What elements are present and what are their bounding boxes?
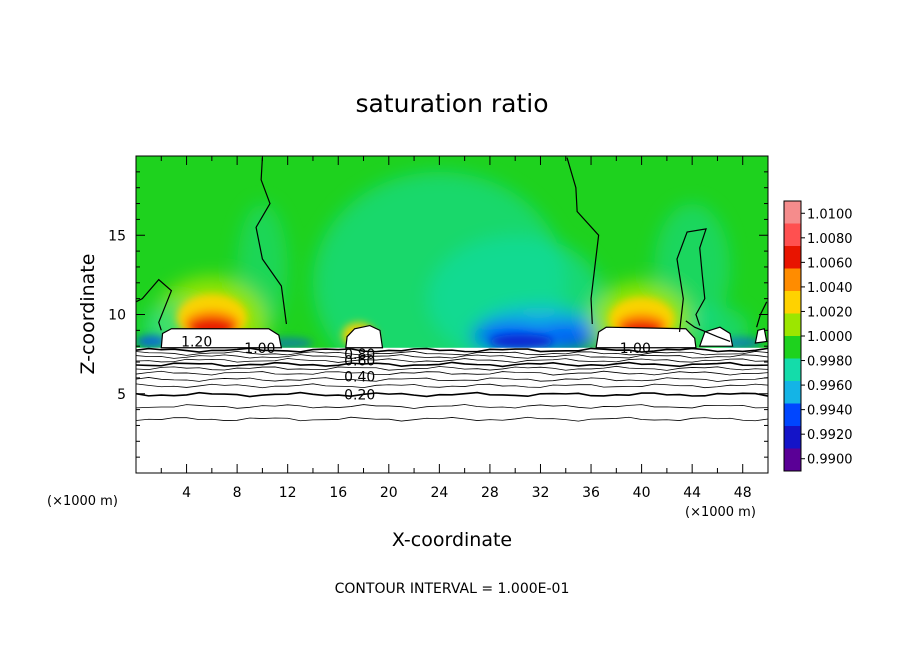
colorbar-label: 0.9960 xyxy=(807,379,853,394)
contour-interval-note: CONTOUR INTERVAL = 1.000E-01 xyxy=(335,581,570,597)
colorbar-swatch xyxy=(784,313,801,337)
contour-label: 0.80 xyxy=(344,347,375,363)
colorbar-label: 0.9920 xyxy=(807,428,853,443)
x-tick-label: 24 xyxy=(430,485,448,501)
contour-label: 1.00 xyxy=(620,341,651,357)
contour-line xyxy=(676,228,707,333)
cloud-regions xyxy=(136,324,768,473)
field-blob xyxy=(489,334,554,349)
x-tick-label: 12 xyxy=(279,485,297,501)
field-blob xyxy=(723,336,762,350)
colorbar-swatch xyxy=(784,381,801,404)
y-tick-label: 15 xyxy=(108,228,126,244)
y-axis-ticks: 5 10 15 xyxy=(108,171,768,458)
x-tick-label: 32 xyxy=(532,485,550,501)
colorbar-label: 1.0100 xyxy=(807,207,853,222)
colorbar-swatch xyxy=(784,201,801,224)
colorbar-label: 1.0080 xyxy=(807,232,853,247)
contour-line xyxy=(136,377,768,382)
y-tick-label: 10 xyxy=(108,308,126,324)
x-tick-label: 8 xyxy=(233,485,242,501)
x-tick-label: 36 xyxy=(582,485,600,501)
plot-area: 1.20 1.00 0.800.600.40 0.20 1.00 xyxy=(136,156,768,473)
contour-line xyxy=(136,383,768,389)
cloud-region xyxy=(754,328,768,344)
x-tick-label: 28 xyxy=(481,485,499,501)
contour-line xyxy=(255,157,288,325)
colorbar-swatch xyxy=(784,403,801,427)
x-tick-label: 16 xyxy=(329,485,347,501)
contour-line xyxy=(136,347,768,353)
colorbar-swatch xyxy=(784,268,801,292)
x-unit-right: (×1000 m) xyxy=(685,505,756,520)
x-axis-ticks: 4 8 12 16 20 24 28 32 36 40 44 48 xyxy=(160,156,752,501)
contour-label: 0.20 xyxy=(344,388,375,404)
x-tick-label: 4 xyxy=(182,485,191,501)
colorbar-label: 0.9900 xyxy=(807,453,853,468)
contour-line xyxy=(685,320,731,343)
colorbar-swatch xyxy=(784,426,801,449)
x-tick-label: 44 xyxy=(683,485,701,501)
colorbar-swatch xyxy=(784,358,801,382)
contour-line xyxy=(566,157,600,325)
contour-line xyxy=(136,361,768,368)
field-blob xyxy=(136,335,167,348)
colorbar-label: 1.0040 xyxy=(807,281,853,296)
cloud-region xyxy=(595,326,697,349)
colorbar-label: 0.9980 xyxy=(807,355,853,370)
colorbar-swatch xyxy=(784,448,801,472)
below-cloud-layer xyxy=(136,347,768,473)
contour-line xyxy=(136,278,173,331)
colorbar-swatch xyxy=(784,246,801,269)
contour-label: 1.00 xyxy=(244,341,275,357)
x-tick-label: 20 xyxy=(380,485,398,501)
contour-line xyxy=(136,391,768,398)
colorbar-label: 0.9940 xyxy=(807,404,853,419)
colorbar-label: 1.0060 xyxy=(807,256,853,271)
cloud-region xyxy=(345,324,384,349)
contour-label: 1.20 xyxy=(181,334,212,350)
cloud-region xyxy=(160,328,283,349)
y-axis-label: Z-coordinate xyxy=(77,254,99,375)
contour-line xyxy=(136,358,768,363)
contour-line xyxy=(136,354,768,359)
colorbar-swatch xyxy=(784,336,801,359)
colorbar-label: 1.0020 xyxy=(807,305,853,320)
x-axis-label: X-coordinate xyxy=(392,529,512,551)
contour-line xyxy=(136,370,768,376)
x-tick-label: 48 xyxy=(734,485,752,501)
contour-lines: 1.20 1.00 0.800.600.40 0.20 1.00 xyxy=(136,157,768,422)
colorbar: 1.0100 1.0080 1.0060 1.0040 1.0020 1.0000 0.99… xyxy=(783,200,853,472)
contour-label: 0.60 xyxy=(344,353,375,369)
x-unit-left: (×1000 m) xyxy=(47,494,118,509)
contour-line xyxy=(136,404,768,409)
contour-line xyxy=(136,416,768,422)
colorbar-label: 1.0000 xyxy=(807,330,853,345)
contour-line xyxy=(136,350,768,356)
chart-title: saturation ratio xyxy=(355,89,548,118)
colorbar-swatch xyxy=(784,291,801,314)
x-tick-label: 40 xyxy=(633,485,651,501)
contour-label: 0.40 xyxy=(344,369,375,385)
contour-line xyxy=(136,365,768,371)
colorbar-swatch xyxy=(784,223,801,247)
y-tick-label: 5 xyxy=(117,387,126,403)
